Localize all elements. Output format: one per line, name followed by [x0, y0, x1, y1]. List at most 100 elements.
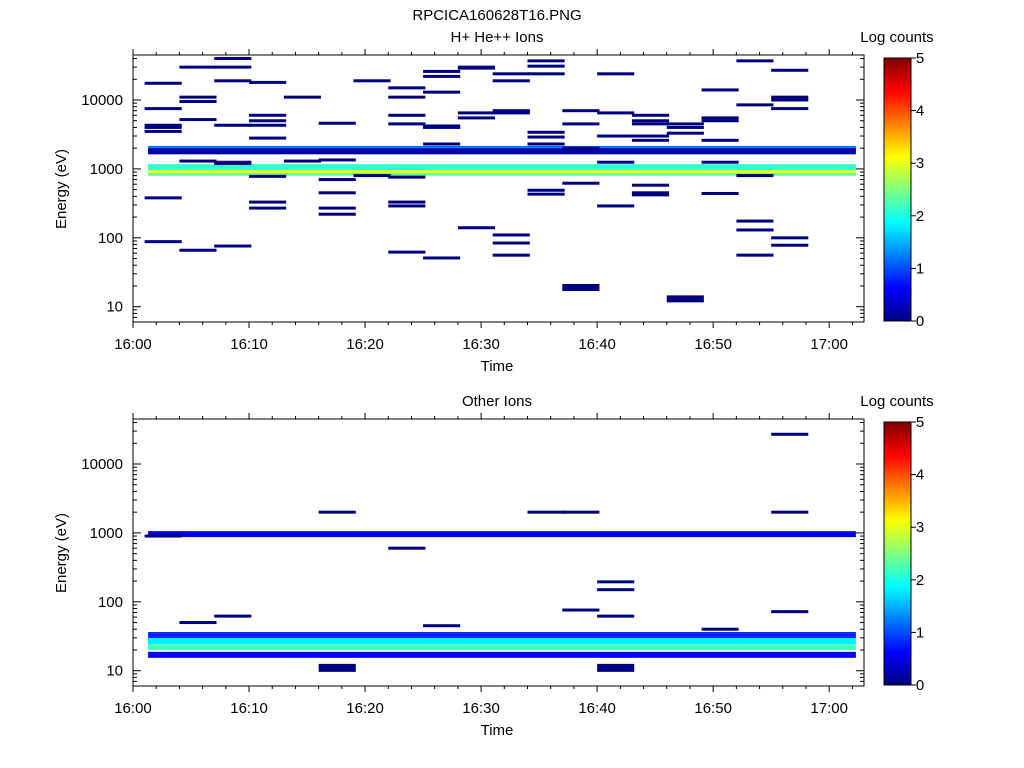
x-tick-label: 16:40: [578, 700, 616, 717]
plot-frame: [132, 54, 865, 323]
heatmap-cell: [388, 86, 426, 90]
heatmap-cell: [597, 663, 635, 672]
heatmap-cell: [457, 66, 496, 70]
heatmap-cell: [736, 228, 774, 232]
heatmap-cell: [214, 57, 252, 61]
heatmap-cell: [597, 134, 635, 138]
heatmap-cell: [771, 510, 809, 514]
heatmap-cell: [597, 614, 635, 618]
heatmap-cell: [388, 175, 426, 179]
heatmap-cell: [179, 118, 217, 122]
colorbar-tick-label: 1: [916, 624, 924, 641]
x-tick-label: 16:20: [346, 700, 384, 717]
heatmap-cell: [388, 113, 426, 117]
heatmap-cell: [527, 135, 565, 139]
heatmap-cell: [492, 79, 530, 83]
heatmap-cell: [492, 111, 530, 115]
x-tick-label: 16:30: [462, 700, 500, 717]
heatmap-cell: [388, 95, 426, 99]
heatmap-cell: [527, 72, 565, 76]
heatmap-cell: [527, 142, 565, 146]
colorbar: [883, 57, 912, 322]
heatmap-cell: [249, 200, 287, 204]
x-tick-label: 16:20: [346, 336, 384, 353]
heatmap-cell: [318, 121, 356, 125]
x-ticks: 16:00 16:10 16:20 16:30 16:40 16:50 17:00: [114, 413, 853, 717]
heatmap-band: [148, 651, 856, 658]
heatmap-cell: [701, 627, 739, 631]
heatmap-cell: [214, 65, 252, 69]
heatmap-cell: [283, 95, 321, 99]
heatmap-cell: [423, 90, 461, 94]
heatmap-cell: [701, 191, 739, 195]
y-ticks: 10 100 1000 10000: [81, 58, 864, 323]
heatmap-cell: [527, 130, 565, 134]
y-tick-label: 10000: [81, 456, 123, 473]
heatmap-band: [148, 631, 856, 638]
y-tick-label: 10: [106, 663, 123, 680]
heatmap-cell: [353, 79, 391, 83]
heatmap-cell: [457, 111, 496, 115]
heatmap-cell: [631, 122, 670, 126]
y-tick-label: 1000: [90, 525, 123, 542]
colorbar-tick-label: 5: [916, 50, 924, 67]
heatmap-cell: [492, 253, 530, 257]
heatmap-cell: [249, 119, 287, 123]
x-axis-label: Time: [481, 358, 514, 375]
heatmap-cell: [179, 248, 217, 252]
heatmap-cell: [388, 200, 426, 204]
panel-h-he-ions: H+ He++ Ions Energy (eV) Time 1010010001…: [53, 29, 934, 375]
heatmap-cell: [249, 136, 287, 140]
heatmap-cell: [666, 122, 704, 126]
colorbar: [883, 421, 912, 686]
heatmap-cell: [179, 159, 217, 163]
heatmap-cell: [179, 621, 217, 625]
panel-title: H+ He++ Ions: [451, 29, 544, 46]
heatmap-cell: [318, 178, 356, 182]
heatmap-cell: [701, 160, 739, 164]
heatmap-cell: [736, 253, 774, 257]
heatmap-cell: [214, 79, 252, 83]
heatmap-cell: [701, 119, 739, 123]
colorbar-tick-label: 5: [916, 414, 924, 431]
heatmap-cell: [701, 138, 739, 142]
heatmap-cell: [144, 125, 182, 129]
heatmap-cell: [318, 663, 356, 672]
heatmap-cell: [527, 59, 565, 63]
heatmap-cell: [597, 72, 635, 76]
heatmap-cell: [597, 160, 635, 164]
x-tick-label: 17:00: [810, 700, 848, 717]
y-ticks: 10 100 1000 10000: [81, 422, 864, 687]
heatmap-cell: [353, 174, 391, 178]
y-axis-label: Energy (eV): [53, 149, 70, 229]
plot-frame: [132, 418, 865, 687]
heatmap-cell: [631, 119, 670, 123]
x-tick-label: 16:00: [114, 336, 152, 353]
heatmap-cell: [144, 240, 182, 244]
heatmap-cell: [144, 81, 182, 85]
heatmap-cell: [771, 68, 809, 72]
heatmap-cell: [631, 113, 670, 117]
heatmap-cell: [597, 204, 635, 208]
x-tick-label: 16:00: [114, 700, 152, 717]
heatmap-cell: [527, 188, 565, 192]
heatmap-cell: [388, 204, 426, 208]
heatmap-cell: [771, 107, 809, 111]
heatmap-cell: [318, 212, 356, 216]
x-tick-label: 16:30: [462, 336, 500, 353]
heatmap-cell: [492, 241, 530, 245]
figure-title: RPCICA160628T16.PNG: [412, 7, 581, 24]
heatmap-band: [148, 148, 856, 155]
heatmap-cell: [214, 123, 252, 127]
heatmap-cell: [666, 131, 704, 135]
heatmap-cell: [423, 69, 461, 73]
heatmap-band: [148, 637, 856, 644]
y-tick-label: 1000: [90, 161, 123, 178]
heatmap-cell: [318, 510, 356, 514]
heatmap-cell: [771, 432, 809, 436]
heatmap-cell: [631, 138, 670, 142]
heatmap-cell: [249, 123, 287, 127]
colorbar-label: Log counts: [860, 29, 933, 46]
heatmap-cell: [492, 109, 530, 113]
